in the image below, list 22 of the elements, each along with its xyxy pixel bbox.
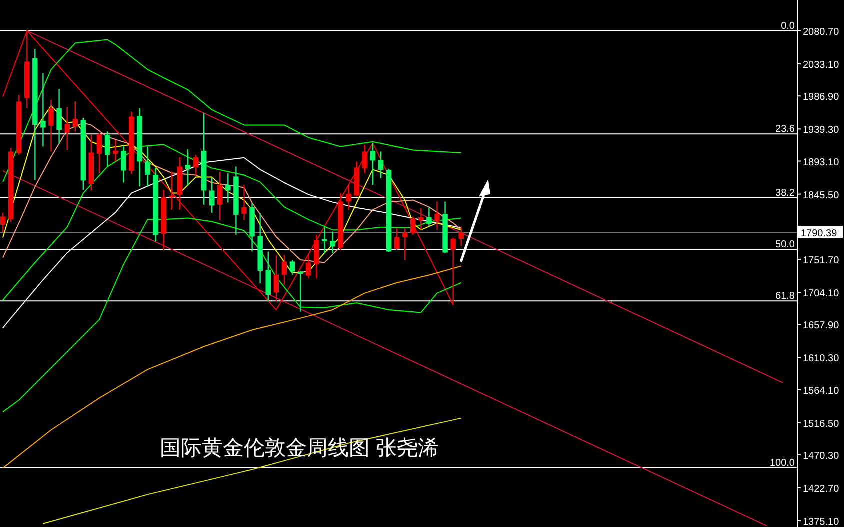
annotation: 61.8 — [776, 291, 796, 302]
y-tick-label: 1375.10 — [803, 517, 840, 527]
y-tick-label: 1516.50 — [803, 418, 840, 430]
y-tick-label: 1893.10 — [803, 157, 840, 168]
annotation: 100.0 — [770, 458, 796, 470]
y-tick-label: 1845.50 — [803, 190, 840, 202]
y-tick-label: 1939.30 — [803, 125, 840, 136]
y-tick-label: 1986.90 — [803, 92, 840, 104]
ref-line-label: 1790.39 — [801, 228, 838, 240]
y-tick-label: 1470.30 — [803, 450, 840, 462]
annotation: 38.2 — [776, 188, 796, 199]
y-tick-label: 1704.10 — [803, 288, 840, 300]
y-tick-label: 2033.10 — [803, 60, 840, 72]
annotation: 50.0 — [776, 240, 796, 251]
y-tick-label: 1564.10 — [803, 386, 840, 397]
y-tick-label: 2080.70 — [803, 26, 840, 38]
y-tick-label: 1751.70 — [803, 255, 840, 266]
y-tick-label: 1422.70 — [803, 484, 840, 495]
y-tick-label: 1657.90 — [803, 320, 840, 332]
annotation: 23.6 — [776, 124, 796, 136]
y-tick-label: 1610.30 — [803, 354, 840, 365]
annotation: 0.0 — [781, 20, 796, 32]
